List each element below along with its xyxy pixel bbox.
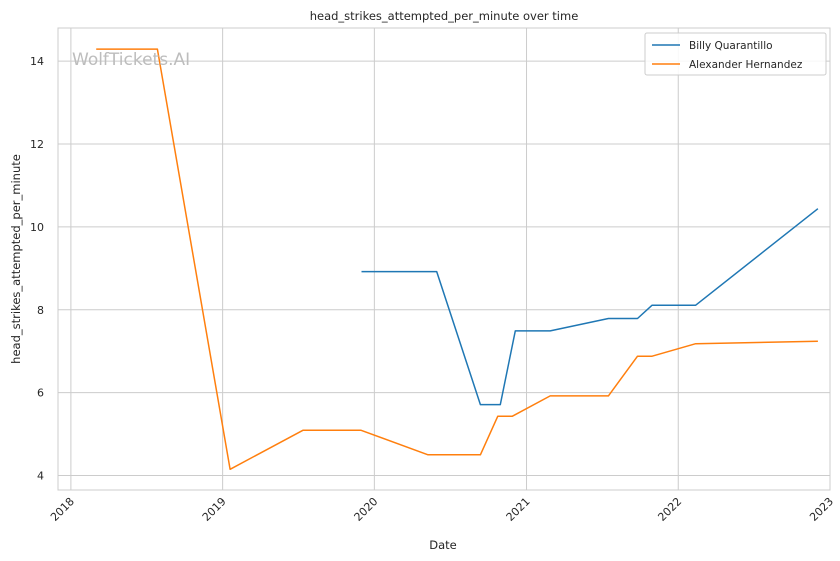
x-tick-label: 2018 — [48, 495, 77, 524]
legend-label-alexander-hernandez: Alexander Hernandez — [689, 59, 803, 71]
series-lines — [96, 48, 819, 471]
legend-box — [644, 32, 827, 76]
legend: Billy Quarantillo Alexander Hernandez — [644, 32, 827, 76]
x-tick-label: 2019 — [200, 495, 229, 524]
plot-frame — [57, 27, 831, 491]
x-tick-label: 2020 — [351, 495, 380, 524]
y-tick-label: 4 — [37, 469, 44, 482]
y-axis-ticks: 4 6 8 10 12 14 — [30, 55, 44, 482]
series-line-billy-quarantillo — [361, 208, 819, 406]
grid — [58, 28, 831, 490]
y-tick-label: 14 — [30, 55, 44, 68]
chart-title: head_strikes_attempted_per_minute over t… — [310, 9, 579, 23]
y-tick-label: 10 — [30, 221, 44, 234]
x-axis-label: Date — [429, 538, 457, 552]
x-tick-label: 2021 — [504, 495, 533, 524]
watermark-text: WolfTickets.AI — [72, 50, 190, 70]
series-line-alexander-hernandez — [96, 48, 818, 471]
y-axis-label: head_strikes_attempted_per_minute — [9, 154, 23, 364]
y-tick-label: 6 — [37, 387, 44, 400]
x-axis-ticks: 2018 2019 2020 2021 2022 2023 — [48, 495, 836, 524]
y-tick-label: 12 — [30, 138, 44, 151]
x-tick-label: 2023 — [807, 495, 836, 524]
y-tick-label: 8 — [37, 304, 44, 317]
x-tick-label: 2022 — [655, 495, 684, 524]
legend-label-billy-quarantillo: Billy Quarantillo — [689, 40, 773, 52]
